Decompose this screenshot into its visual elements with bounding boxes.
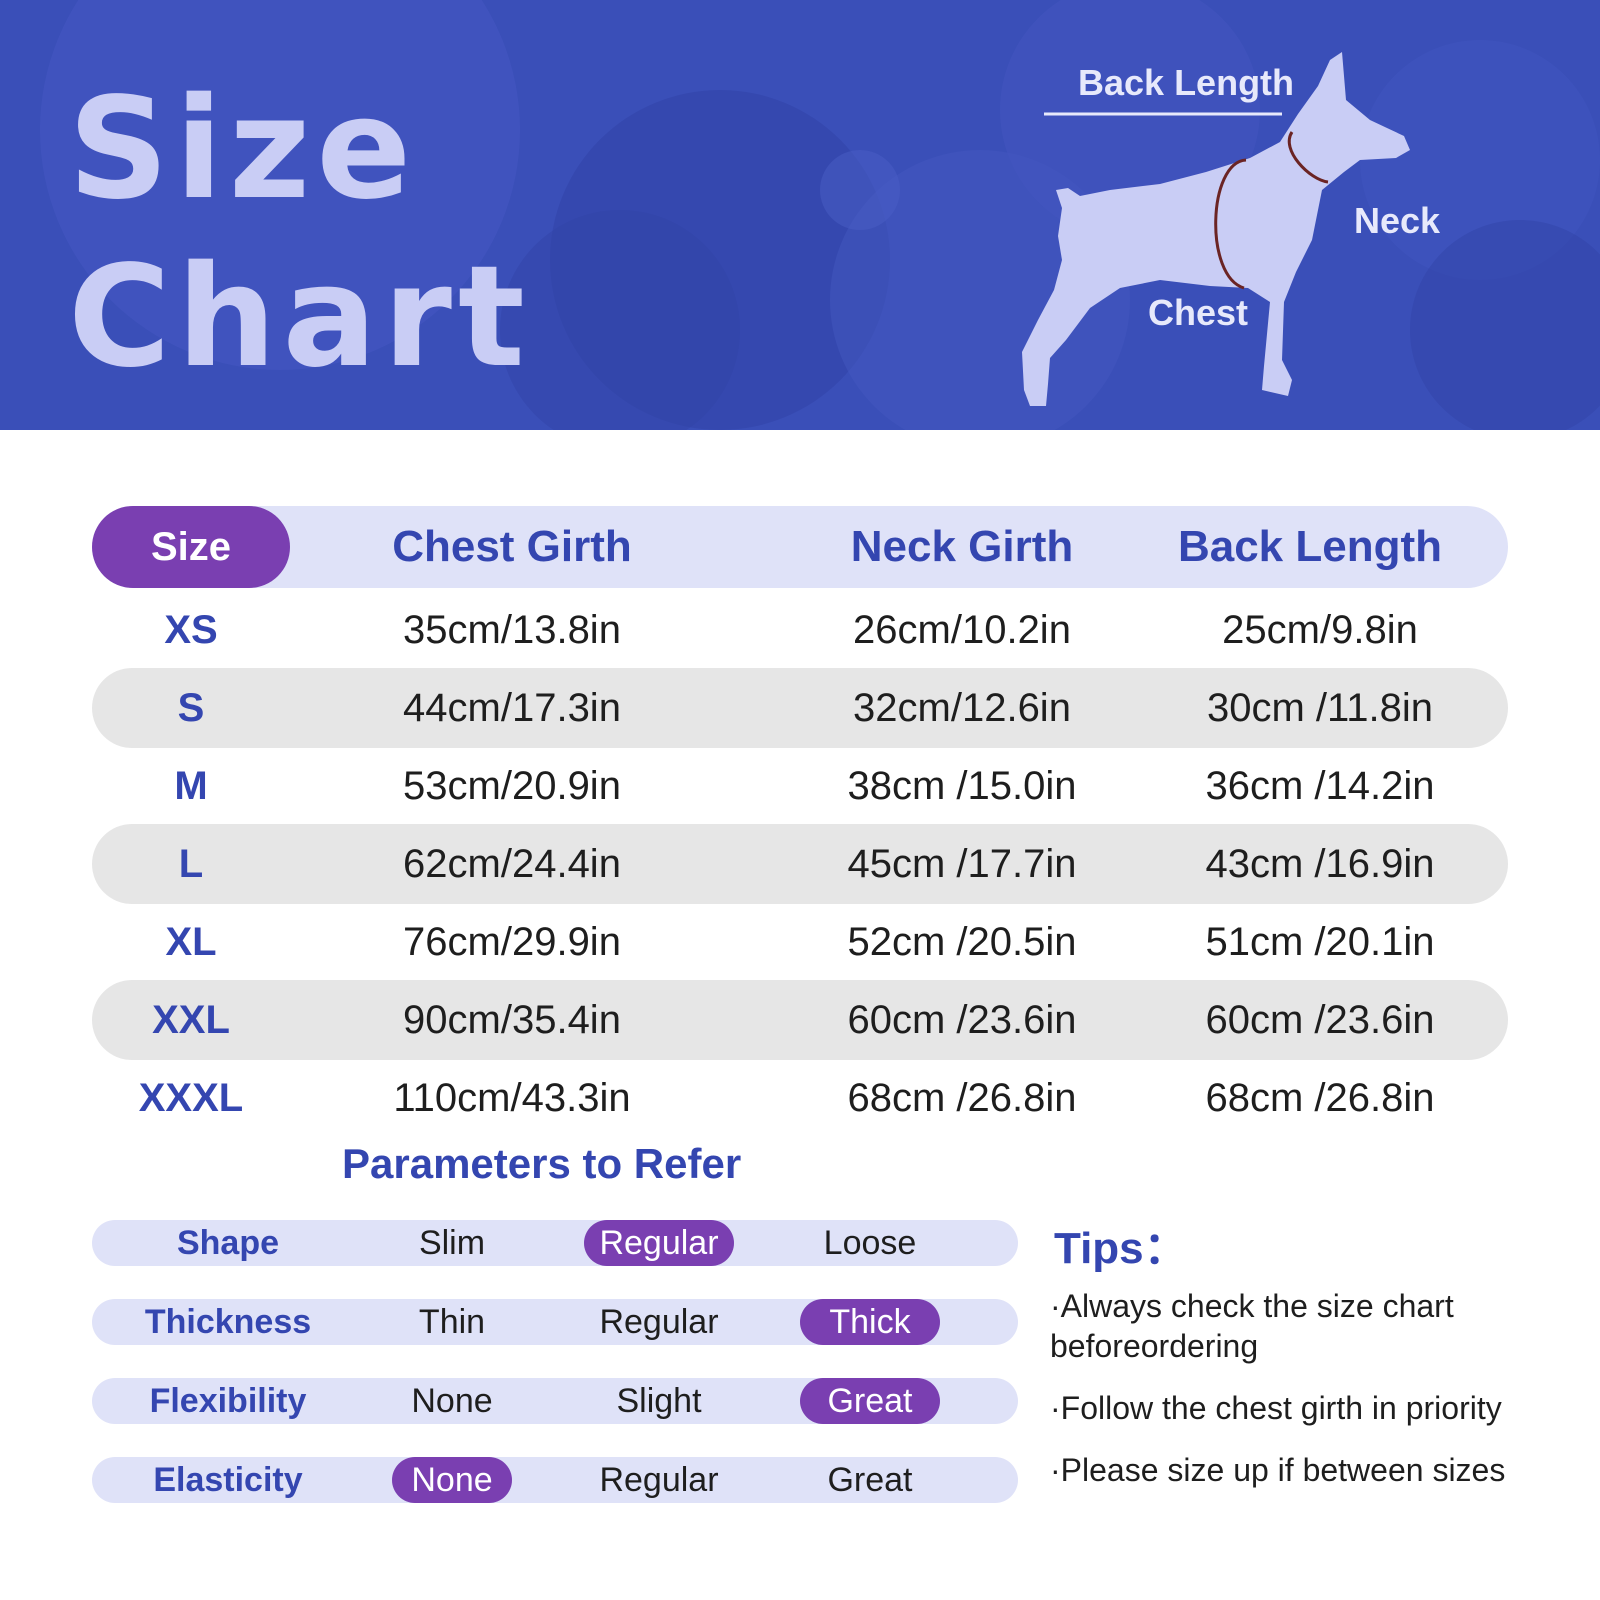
- neck-measure-line: [1287, 131, 1329, 184]
- page-title-line-1: Size: [68, 68, 418, 231]
- parameter-label: Shape: [176, 1223, 280, 1262]
- parameter-row-flexibility: Flexibility None Slight Great: [92, 1378, 1018, 1424]
- parameter-option: None: [411, 1381, 493, 1420]
- table-header-row: Size Chest Girth Neck Girth Back Length: [92, 506, 1508, 588]
- table-row: XL 76cm/29.9in 52cm /20.5in 51cm /20.1in: [92, 902, 1508, 982]
- table-row: XS 35cm/13.8in 26cm/10.2in 25cm/9.8in: [92, 590, 1508, 670]
- size-cell: XL: [165, 919, 217, 964]
- parameter-option: Thin: [418, 1302, 486, 1341]
- chest-girth-cell: 76cm/29.9in: [403, 919, 621, 964]
- parameter-label: Elasticity: [153, 1460, 303, 1499]
- tips-title: Tips：: [1054, 1224, 1188, 1273]
- parameter-label: Thickness: [144, 1302, 312, 1341]
- chest-girth-cell: 44cm/17.3in: [403, 685, 621, 730]
- parameter-option: Slim: [418, 1223, 486, 1262]
- neck-girth-cell: 26cm/10.2in: [853, 607, 1071, 652]
- parameter-option: Loose: [823, 1223, 917, 1262]
- size-cell: XXL: [152, 997, 230, 1042]
- back-length-cell: 51cm /20.1in: [1205, 919, 1435, 964]
- back-length-cell: 43cm /16.9in: [1205, 841, 1435, 886]
- dog-measurement-diagram: [1022, 52, 1410, 406]
- diagram-label-neck: Neck: [1354, 200, 1441, 241]
- back-length-cell: 60cm /23.6in: [1205, 997, 1435, 1042]
- neck-girth-cell: 45cm /17.7in: [847, 841, 1077, 886]
- table-row: L 62cm/24.4in 45cm /17.7in 43cm /16.9in: [92, 824, 1508, 904]
- parameter-label: Flexibility: [149, 1381, 307, 1420]
- parameter-option: Slight: [616, 1381, 702, 1420]
- header-chest-girth: Chest Girth: [392, 522, 632, 571]
- tip-item: ·Always check the size chart beforeorder…: [1050, 1288, 1454, 1364]
- chest-girth-cell: 62cm/24.4in: [403, 841, 621, 886]
- diagram-label-chest: Chest: [1148, 292, 1249, 333]
- chest-girth-cell: 53cm/20.9in: [403, 763, 621, 808]
- table-row: XXXL 110cm/43.3in 68cm /26.8in 68cm /26.8in: [92, 1058, 1508, 1138]
- parameter-option-selected: Thick: [800, 1299, 940, 1345]
- size-cell: L: [178, 841, 204, 886]
- back-length-cell: 68cm /26.8in: [1205, 1075, 1435, 1120]
- chest-measure-line: [1214, 158, 1247, 290]
- neck-girth-cell: 52cm /20.5in: [847, 919, 1077, 964]
- parameter-option: Regular: [599, 1460, 719, 1499]
- table-row: XXL 90cm/35.4in 60cm /23.6in 60cm /23.6in: [92, 980, 1508, 1060]
- header-size: Size: [92, 506, 290, 588]
- parameter-option-selected: Great: [800, 1378, 940, 1424]
- tip-item: ·Please size up if between sizes: [1050, 1452, 1506, 1488]
- table-row: S 44cm/17.3in 32cm/12.6in 30cm /11.8in: [92, 668, 1508, 748]
- size-cell: XXXL: [138, 1075, 244, 1120]
- parameter-row-elasticity: Elasticity None Regular Great: [92, 1457, 1018, 1503]
- header-background-shapes: [40, 0, 1600, 430]
- neck-girth-cell: 60cm /23.6in: [847, 997, 1077, 1042]
- table-row: M 53cm/20.9in 38cm /15.0in 36cm /14.2in: [92, 746, 1508, 826]
- neck-girth-cell: 32cm/12.6in: [853, 685, 1071, 730]
- header-banner: Size Chart Back Length Neck Chest: [0, 0, 1600, 430]
- parameters-title: Parameters to Refer: [342, 1140, 742, 1187]
- back-length-cell: 30cm /11.8in: [1206, 685, 1434, 730]
- neck-girth-cell: 68cm /26.8in: [847, 1075, 1077, 1120]
- chest-girth-cell: 35cm/13.8in: [403, 607, 621, 652]
- size-cell: XS: [164, 607, 218, 652]
- back-length-cell: 25cm/9.8in: [1222, 607, 1418, 652]
- parameter-row-thickness: Thickness Thin Regular Thick: [92, 1299, 1018, 1345]
- chest-girth-cell: 90cm/35.4in: [403, 997, 621, 1042]
- chest-girth-cell: 110cm/43.3in: [393, 1075, 631, 1120]
- tip-item: ·Follow the chest girth in priority: [1050, 1390, 1502, 1426]
- back-length-cell: 36cm /14.2in: [1205, 763, 1435, 808]
- page-title-line-2: Chart: [68, 236, 531, 399]
- parameter-option: Great: [827, 1460, 913, 1499]
- size-cell: S: [177, 685, 205, 730]
- neck-girth-cell: 38cm /15.0in: [847, 763, 1077, 808]
- parameter-option: Regular: [599, 1302, 719, 1341]
- diagram-label-back-length: Back Length: [1078, 62, 1295, 103]
- parameter-option-selected: None: [392, 1457, 512, 1503]
- header-back-length: Back Length: [1177, 522, 1443, 571]
- header-neck-girth: Neck Girth: [850, 522, 1074, 571]
- size-cell: M: [174, 763, 208, 808]
- parameter-option-selected: Regular: [584, 1220, 734, 1266]
- parameter-row-shape: Shape Slim Regular Loose: [92, 1220, 1018, 1266]
